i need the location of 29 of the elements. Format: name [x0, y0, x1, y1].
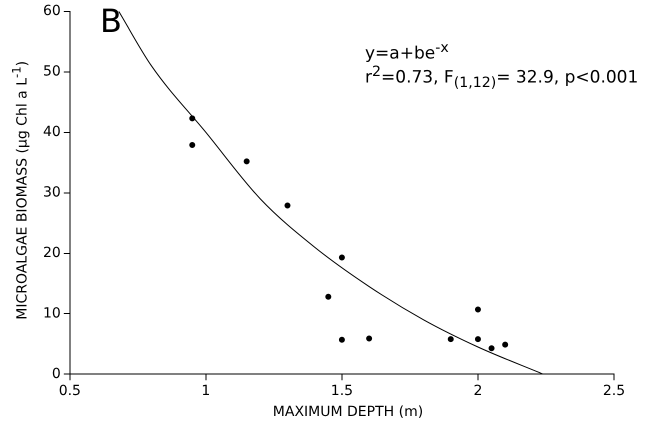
point — [244, 158, 250, 164]
point — [325, 294, 332, 300]
y-tick-label: 20 — [42, 244, 61, 261]
point — [474, 306, 481, 312]
y-tick-label: 10 — [42, 305, 61, 322]
y-tick-label: 30 — [42, 184, 61, 200]
y-tick-label: 60 — [42, 3, 61, 20]
point — [338, 336, 345, 343]
point — [284, 202, 290, 208]
point — [448, 336, 454, 342]
annotation: r$^{2}$=0.73, F$_{(1,12)}$= 32.9, p<0.001 — [365, 64, 638, 92]
point — [488, 345, 495, 352]
x-tick-label: 0.5 — [58, 383, 81, 400]
y-tick-label: 40 — [42, 124, 61, 140]
x-axis-title: MAXIMUM DEPTH (m) — [272, 404, 424, 420]
annotation: y=a+be$^{-x}$ — [365, 40, 449, 64]
x-tick-label: 2.5 — [602, 383, 626, 400]
x-tick-label: 1 — [201, 383, 210, 400]
point — [474, 336, 481, 342]
y-tick-label: 0 — [52, 366, 61, 382]
point — [502, 342, 508, 348]
y-tick-label: 50 — [42, 64, 61, 80]
point — [189, 142, 196, 148]
annotation: B — [100, 2, 122, 40]
x-tick-label: 1.5 — [330, 383, 354, 400]
point — [366, 336, 372, 342]
point — [189, 115, 196, 122]
point — [338, 254, 345, 260]
x-tick-label: 2 — [473, 383, 482, 400]
